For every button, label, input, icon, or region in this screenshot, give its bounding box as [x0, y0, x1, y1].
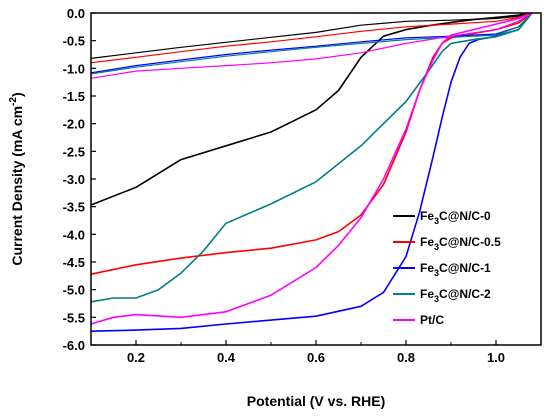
series-3-line — [90, 12, 533, 303]
y-tick-label: -4.5 — [63, 255, 85, 270]
y-tick-label: -2.5 — [63, 144, 85, 159]
x-axis-title: Potential (V vs. RHE) — [247, 393, 385, 409]
series-4-background-line — [90, 12, 533, 79]
y-tick-label: -2.0 — [63, 117, 85, 132]
x-tick-label: 1.0 — [487, 350, 505, 365]
y-tick-label: -5.0 — [63, 283, 85, 298]
legend: Fe3C@N/C-0 Fe3C@N/C-0.5 Fe3C@N/C-1 Fe3C@N/C… — [393, 209, 501, 327]
y-tick-label: -5.5 — [63, 310, 85, 325]
y-tick-label: -3.0 — [63, 172, 85, 187]
series-1-background-line — [90, 12, 533, 64]
y-tick-label: -4.0 — [63, 227, 85, 242]
y-tick-label: -3.5 — [63, 200, 85, 215]
series-3-background-line — [90, 12, 533, 75]
legend-label: Fe3C@N/C-0 — [420, 209, 491, 226]
y-tick-label: 0.0 — [67, 6, 85, 21]
legend-label: Fe3C@N/C-2 — [420, 287, 491, 304]
y-tick-label: -1.0 — [63, 61, 85, 76]
series-2-line — [90, 12, 533, 332]
series-2-background-line — [90, 12, 533, 74]
y-axis-title: Current Density (mA cm-2) — [8, 92, 25, 265]
x-tick-label: 0.8 — [397, 350, 415, 365]
legend-label: Fe3C@N/C-1 — [420, 261, 491, 278]
legend-label: Pt/C — [420, 313, 444, 327]
y-tick-label: -0.5 — [63, 34, 85, 49]
y-axis-ticks: 0.0 -0.5 -1.0 -1.5 -2.0 -2.5 -3.0 -3.5 -4.0 -4.5 -… — [63, 6, 96, 353]
x-tick-label: 0.4 — [217, 350, 236, 365]
x-tick-label: 0.2 — [127, 350, 145, 365]
legend-label: Fe3C@N/C-0.5 — [420, 235, 501, 252]
series-4-line — [90, 12, 533, 325]
y-tick-label: -1.5 — [63, 89, 85, 104]
x-axis-ticks: 0.2 0.4 0.6 0.8 1.0 — [90, 340, 542, 365]
y-tick-label: -6.0 — [63, 338, 85, 353]
plot-lines — [90, 12, 533, 332]
x-tick-label: 0.6 — [307, 350, 325, 365]
series-0-background-line — [90, 12, 528, 59]
